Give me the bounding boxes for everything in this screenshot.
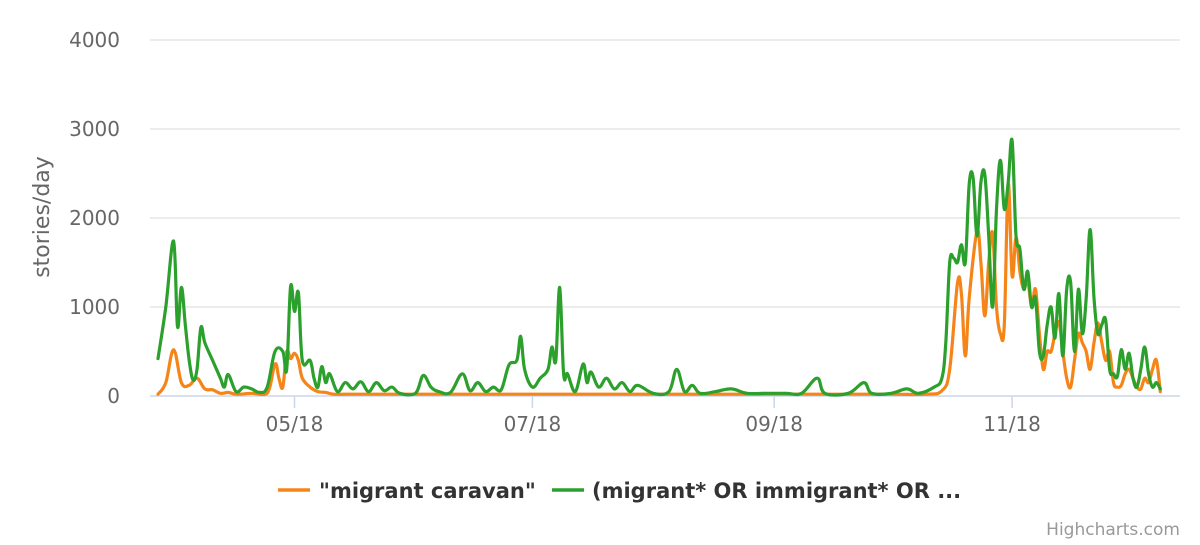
credits-link[interactable]: Highcharts.com <box>1046 520 1180 540</box>
y-tick-label: 0 <box>107 384 120 408</box>
y-axis-label: stories/day <box>30 156 55 278</box>
legend-item-migrant-caravan[interactable]: "migrant caravan" <box>278 479 536 503</box>
y-tick-label: 4000 <box>69 28 120 52</box>
x-tick-label: 05/18 <box>266 412 324 436</box>
x-ticks: 05/18 07/18 09/18 11/18 <box>266 396 1041 436</box>
y-tick-label: 2000 <box>69 206 120 230</box>
series-line-1 <box>156 137 1162 397</box>
x-tick-label: 07/18 <box>504 412 562 436</box>
legend-label-migrant-or-immigrant: (migrant* OR immigrant* OR ... <box>592 479 961 503</box>
x-tick-label: 11/18 <box>983 412 1041 436</box>
y-tick-label: 3000 <box>69 117 120 141</box>
series-lines <box>156 137 1162 397</box>
y-gridlines <box>150 39 1180 308</box>
legend-label-migrant-caravan: "migrant caravan" <box>319 479 536 503</box>
legend-item-migrant-or-immigrant[interactable]: (migrant* OR immigrant* OR ... <box>552 479 961 503</box>
x-tick-label: 09/18 <box>745 412 803 436</box>
y-tick-label: 1000 <box>69 295 120 319</box>
legend[interactable]: "migrant caravan" (migrant* OR immigrant… <box>278 479 961 503</box>
y-tick-labels: 0 1000 2000 3000 4000 <box>69 28 120 408</box>
